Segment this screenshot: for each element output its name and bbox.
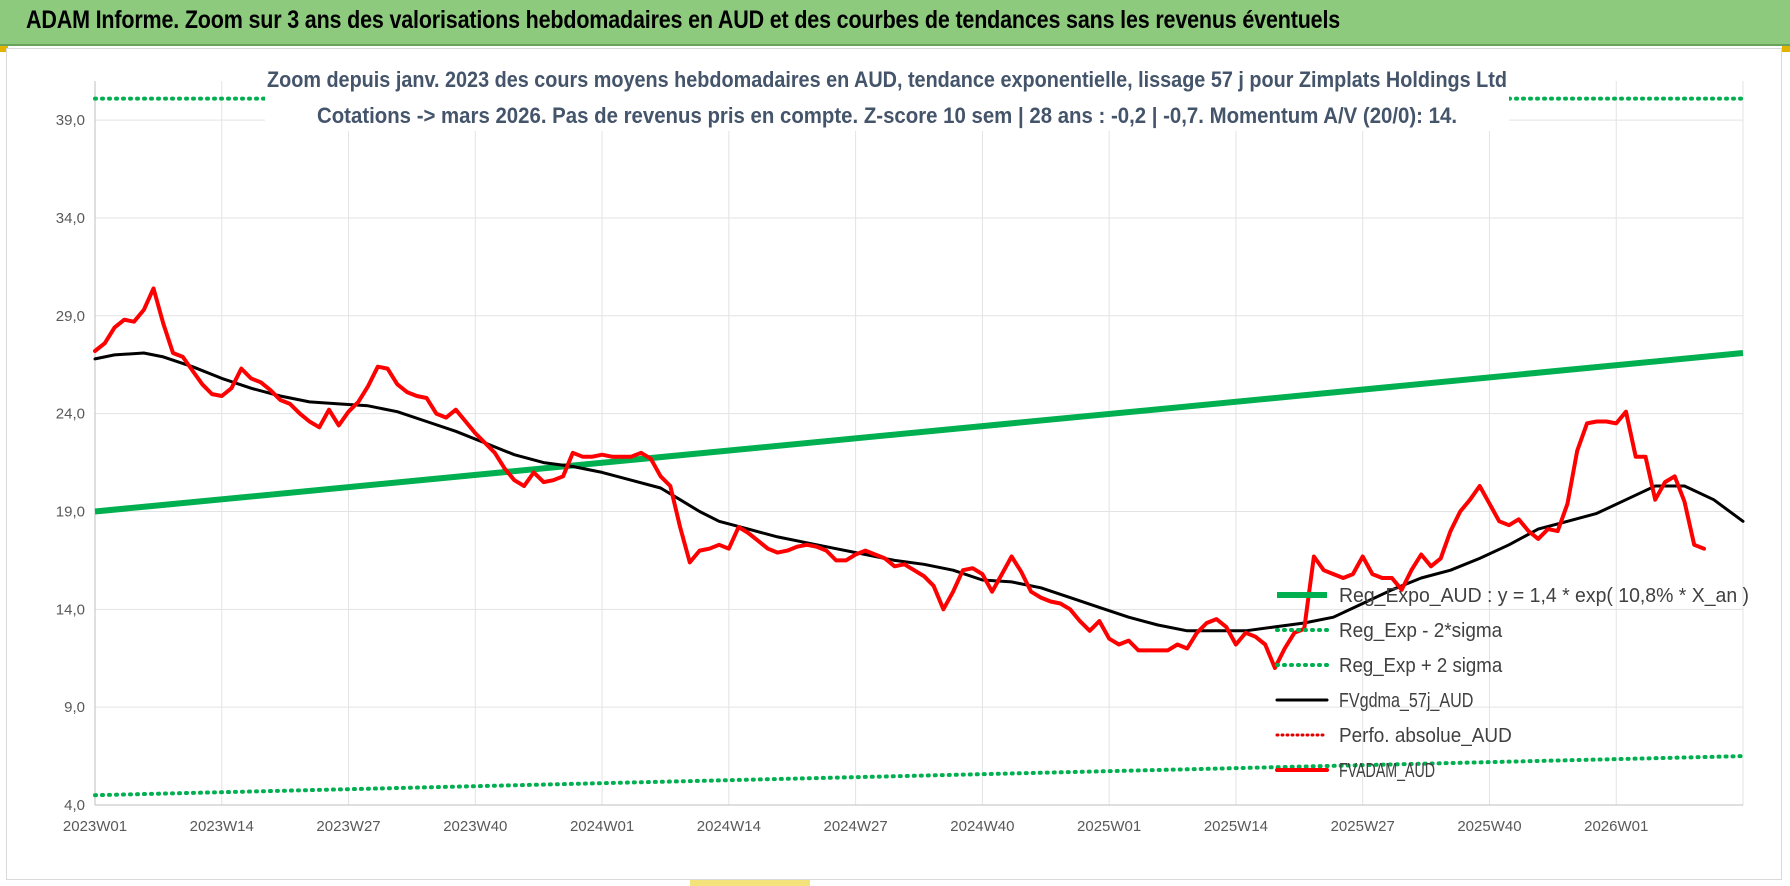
y-tick-label: 9,0 xyxy=(64,699,85,716)
x-tick-label: 2024W14 xyxy=(697,818,761,835)
report-banner: ADAM Informe. Zoom sur 3 ans des valoris… xyxy=(0,0,1790,46)
legend-label: Perfo. absolue_AUD xyxy=(1339,725,1512,747)
x-tick-label: 2025W27 xyxy=(1331,818,1395,835)
gridlines xyxy=(95,81,1744,805)
x-tick-label: 2023W40 xyxy=(443,818,507,835)
legend-item[interactable]: FVgdma_57j_AUD xyxy=(1275,690,1473,712)
x-tick-label: 2024W40 xyxy=(950,818,1014,835)
x-tick-label: 2024W27 xyxy=(824,818,888,835)
legend-item[interactable]: Reg_Exp - 2*sigma xyxy=(1275,620,1503,642)
line-chart: 4,09,014,019,024,029,034,039,0 2023W01 20… xyxy=(56,59,1749,835)
bottom-marker xyxy=(690,880,810,886)
y-tick-label: 24,0 xyxy=(56,406,85,423)
legend-item[interactable]: FVADAM_AUD xyxy=(1275,760,1435,782)
chart-title-background xyxy=(265,59,1509,131)
legend-item[interactable]: Reg_Expo_AUD : y = 1,4 * exp( 10,8% * X_… xyxy=(1277,585,1749,607)
x-axis-tick-labels: 2023W01 2023W14 2023W27 2023W40 2024W01 2024W… xyxy=(63,818,1648,835)
x-tick-label: 2023W01 xyxy=(63,818,127,835)
legend[interactable]: Reg_Expo_AUD : y = 1,4 * exp( 10,8% * X_… xyxy=(1275,585,1749,782)
legend-label: FVADAM_AUD xyxy=(1339,760,1435,782)
y-tick-label: 29,0 xyxy=(56,308,85,325)
reg-exp-minus-2sigma-line xyxy=(93,754,1745,798)
report-title: ADAM Informe. Zoom sur 3 ans des valoris… xyxy=(26,6,1341,34)
legend-label: Reg_Exp - 2*sigma xyxy=(1339,620,1503,642)
x-tick-label: 2026W01 xyxy=(1584,818,1648,835)
legend-item[interactable]: Reg_Exp + 2 sigma xyxy=(1275,655,1503,677)
series xyxy=(93,96,1745,798)
legend-label: Reg_Exp + 2 sigma xyxy=(1339,655,1503,677)
y-tick-label: 39,0 xyxy=(56,112,85,129)
x-tick-label: 2025W01 xyxy=(1077,818,1141,835)
chart-panel: 4,0 9,0 14,0 19,0 24,0 29,0 34,0 39,0 2023W01 20… xyxy=(6,48,1782,880)
legend-label: FVgdma_57j_AUD xyxy=(1339,690,1473,712)
y-tick-label: 34,0 xyxy=(56,210,85,227)
axes xyxy=(94,81,1743,806)
x-tick-label: 2023W27 xyxy=(316,818,380,835)
chart-title: Zoom depuis janv. 2023 des cours moyens … xyxy=(265,59,1509,131)
y-tick-label: 4,0 xyxy=(64,797,85,814)
y-axis-tick-labels: 4,0 9,0 14,0 19,0 24,0 29,0 34,0 39,0 xyxy=(56,112,85,814)
y-tick-label: 19,0 xyxy=(56,503,85,520)
corner-marker-left xyxy=(0,46,8,52)
fvgdma-57j-line xyxy=(93,351,1745,633)
x-tick-label: 2025W40 xyxy=(1457,818,1521,835)
x-tick-label: 2023W14 xyxy=(190,818,254,835)
x-tick-label: 2025W14 xyxy=(1204,818,1268,835)
chart-title-line-1: Zoom depuis janv. 2023 des cours moyens … xyxy=(267,67,1507,92)
fvadam-line xyxy=(93,286,1706,670)
legend-label: Reg_Expo_AUD : y = 1,4 * exp( 10,8% * X_… xyxy=(1339,585,1749,607)
y-tick-label: 14,0 xyxy=(56,601,85,618)
corner-marker-right xyxy=(1782,46,1790,52)
legend-item[interactable]: Perfo. absolue_AUD xyxy=(1275,725,1512,747)
reg-expo-line xyxy=(94,350,1744,515)
chart-title-line-2: Cotations -> mars 2026. Pas de revenus p… xyxy=(317,103,1457,128)
x-tick-label: 2024W01 xyxy=(570,818,634,835)
